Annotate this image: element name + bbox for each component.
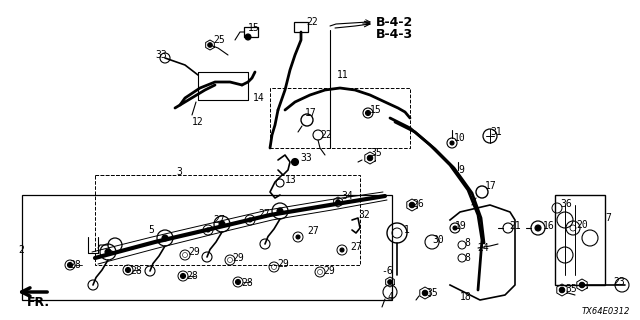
Circle shape (296, 235, 300, 239)
Text: 16: 16 (543, 221, 555, 231)
Text: TX64E0312: TX64E0312 (582, 307, 630, 316)
Text: 27: 27 (350, 242, 362, 252)
Bar (22, 195, 392, 300)
Text: 8: 8 (464, 238, 470, 248)
Text: 22: 22 (320, 130, 332, 140)
Circle shape (245, 34, 251, 40)
Text: 29: 29 (232, 253, 244, 263)
Text: 15: 15 (370, 105, 381, 115)
Circle shape (559, 287, 564, 293)
Circle shape (450, 141, 454, 145)
Text: 21: 21 (509, 221, 521, 231)
Text: 30: 30 (432, 235, 444, 245)
Text: 11: 11 (337, 70, 349, 80)
Circle shape (105, 249, 111, 255)
Circle shape (535, 225, 541, 231)
Text: 12: 12 (192, 117, 204, 127)
Text: 34: 34 (341, 191, 353, 201)
Text: 33: 33 (300, 153, 312, 163)
Text: B-4-2: B-4-2 (376, 15, 413, 28)
Circle shape (125, 268, 131, 273)
Circle shape (206, 228, 210, 232)
Text: -6: -6 (381, 266, 393, 276)
Text: 19: 19 (455, 221, 467, 231)
Text: 22: 22 (306, 17, 317, 27)
Text: 25: 25 (213, 35, 225, 45)
Text: 23: 23 (613, 277, 625, 287)
Text: 36: 36 (560, 199, 572, 209)
Text: 8: 8 (464, 253, 470, 263)
Circle shape (365, 110, 371, 116)
Circle shape (277, 208, 283, 214)
Circle shape (340, 248, 344, 252)
Bar (95, 175, 360, 265)
Text: 1: 1 (404, 225, 410, 235)
Circle shape (388, 280, 392, 284)
Circle shape (67, 262, 72, 268)
Circle shape (248, 218, 252, 222)
Text: 9: 9 (458, 165, 464, 175)
Text: 14: 14 (253, 93, 265, 103)
Text: 32: 32 (358, 210, 370, 220)
Circle shape (162, 235, 168, 241)
Bar (244, 27, 258, 37)
Circle shape (180, 274, 186, 278)
Circle shape (453, 226, 457, 230)
Text: 17: 17 (305, 108, 317, 118)
Circle shape (410, 202, 415, 208)
Text: 15: 15 (248, 23, 260, 33)
Text: 7: 7 (605, 213, 611, 223)
Text: B-4-3: B-4-3 (376, 28, 413, 41)
Text: 24: 24 (477, 243, 489, 253)
Text: 17: 17 (485, 181, 497, 191)
Bar (294, 22, 308, 32)
Circle shape (422, 290, 428, 296)
Text: 35: 35 (565, 284, 577, 294)
Text: 29: 29 (323, 266, 335, 276)
Circle shape (291, 158, 298, 165)
Text: 10: 10 (454, 133, 466, 143)
Text: 3: 3 (176, 167, 182, 177)
Text: 27: 27 (258, 209, 269, 219)
Text: 26: 26 (412, 199, 424, 209)
Text: 28: 28 (241, 278, 253, 288)
Text: 31: 31 (490, 127, 502, 137)
Circle shape (336, 200, 340, 204)
Text: 35: 35 (370, 148, 381, 158)
Circle shape (236, 279, 241, 284)
Text: 28: 28 (130, 266, 141, 276)
Text: 29: 29 (188, 247, 200, 257)
Text: 5: 5 (148, 225, 154, 235)
Text: FR.: FR. (26, 295, 49, 308)
Circle shape (579, 282, 585, 288)
Text: 27: 27 (213, 215, 225, 225)
Text: 33: 33 (155, 50, 167, 60)
Circle shape (219, 221, 225, 227)
Circle shape (367, 155, 372, 161)
Text: 29: 29 (277, 259, 289, 269)
Text: 28: 28 (186, 271, 198, 281)
Circle shape (208, 43, 212, 47)
Text: 28: 28 (69, 260, 81, 270)
Text: 4: 4 (388, 292, 394, 302)
Text: 35: 35 (426, 288, 438, 298)
Text: 18: 18 (460, 292, 472, 302)
Text: 2: 2 (18, 245, 24, 255)
Text: 27: 27 (307, 226, 319, 236)
Bar (555, 195, 605, 285)
Text: 20: 20 (576, 220, 588, 230)
Text: 13: 13 (285, 175, 297, 185)
